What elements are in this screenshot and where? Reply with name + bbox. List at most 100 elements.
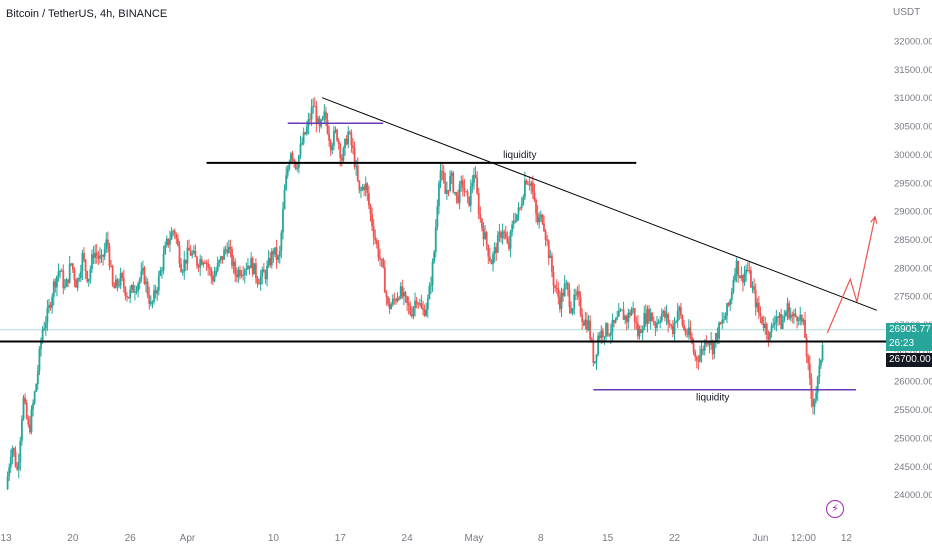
candle-body [447, 189, 450, 191]
candle [785, 310, 787, 317]
candle [172, 229, 175, 237]
candle-body [622, 309, 625, 320]
candle-body [73, 269, 76, 280]
candle [426, 294, 429, 318]
candle [574, 288, 577, 301]
lightning-icon[interactable]: ⚡ [826, 500, 844, 518]
candle [673, 317, 676, 342]
candle-body [9, 457, 12, 468]
candle-body [562, 292, 564, 297]
candle [700, 341, 703, 363]
candle-body [30, 409, 33, 433]
candle [71, 262, 74, 274]
candle-body [321, 116, 324, 120]
candle [387, 296, 389, 307]
candle-body [541, 214, 544, 224]
candle [538, 212, 541, 229]
candle-body [474, 174, 477, 178]
candle [560, 287, 563, 318]
candle-body [363, 186, 366, 190]
candle [509, 229, 512, 258]
candle [146, 278, 149, 299]
candle [441, 163, 444, 180]
candle [278, 245, 281, 264]
candle-body [729, 299, 732, 306]
candle-body [423, 310, 426, 316]
candle-body [633, 308, 636, 323]
candle [407, 296, 410, 315]
candle-body [600, 330, 603, 339]
candle-body [269, 258, 272, 266]
candle [372, 219, 375, 246]
candle [269, 251, 272, 268]
candle-body [186, 247, 189, 264]
candle [274, 247, 276, 258]
candle-body [816, 377, 819, 393]
candle [552, 265, 555, 294]
candle-body [702, 349, 705, 351]
candle [169, 230, 171, 253]
candle [270, 248, 273, 269]
candle-body [111, 266, 114, 286]
candle-body [644, 313, 647, 325]
candle [493, 242, 496, 263]
candle-body [695, 356, 698, 361]
candle [165, 235, 168, 248]
candle [565, 279, 568, 290]
candle-body [498, 232, 501, 236]
candle-body [266, 265, 268, 280]
candle [581, 308, 584, 330]
candle-body [283, 189, 286, 210]
candle [794, 308, 797, 318]
candle [347, 125, 350, 149]
trend-line [321, 97, 878, 311]
candle [161, 266, 163, 279]
candle [366, 182, 369, 201]
x-tick-label: Apr [180, 533, 196, 544]
candle [226, 242, 229, 257]
candle [773, 315, 776, 330]
candle-body [264, 272, 267, 280]
candle [313, 97, 316, 108]
candle-body [54, 281, 57, 288]
candle [681, 314, 684, 328]
candle-body [360, 189, 362, 191]
candle-body [177, 238, 179, 246]
candle-body [304, 132, 307, 134]
candle [52, 278, 55, 306]
candle-body [579, 297, 582, 315]
candle-body [215, 270, 217, 275]
candle-body [248, 265, 251, 269]
candle [111, 264, 114, 287]
candle [78, 273, 81, 283]
candle [16, 461, 19, 472]
candle-body [332, 130, 335, 146]
candle [495, 242, 498, 261]
candle [323, 104, 326, 125]
candle [348, 130, 351, 135]
candle-body [169, 239, 171, 245]
candle-body [81, 252, 84, 272]
candle [89, 265, 92, 284]
candle [458, 180, 461, 210]
candle-body [224, 249, 227, 251]
candle [460, 175, 463, 192]
candle [665, 304, 668, 326]
candle [321, 115, 324, 121]
candle-body [372, 226, 375, 237]
candle-body [6, 476, 9, 489]
y-tick-label: 25500.00 [894, 405, 932, 416]
candle-body [586, 319, 588, 330]
candle [38, 346, 41, 376]
candle [670, 323, 673, 330]
candle-body [576, 291, 579, 296]
candle-body [504, 232, 507, 239]
candle-body [514, 220, 517, 222]
candle [267, 249, 270, 268]
candle-body [296, 167, 299, 169]
candle [248, 265, 251, 276]
candle-body [197, 265, 200, 268]
candle-body [727, 303, 730, 306]
